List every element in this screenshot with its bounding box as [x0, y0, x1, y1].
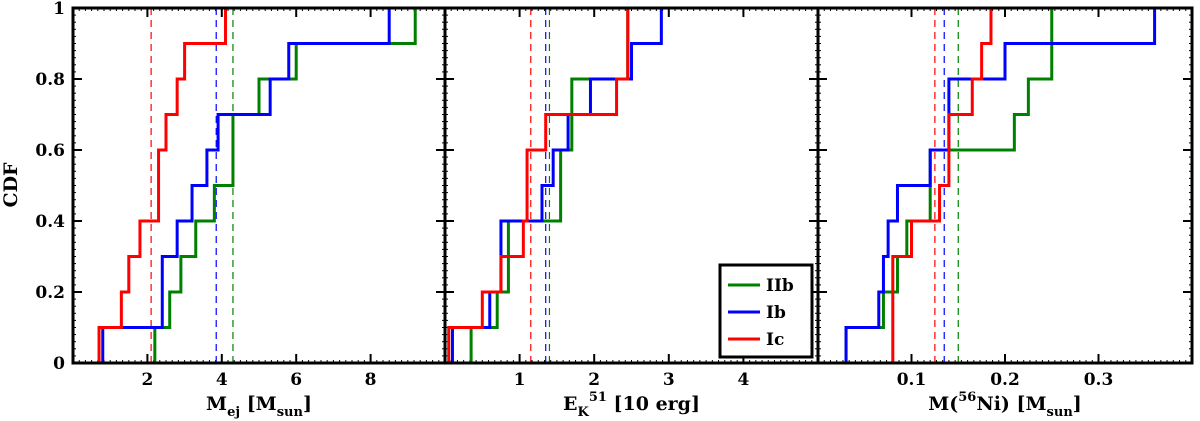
legend-label-ib: Ib [766, 303, 786, 323]
panel-nickel-mass: 0.1 0.2 0.3M(56Ni) [Msun] [816, 6, 1194, 420]
cdf-step-ib [101, 8, 391, 363]
y-axis-label: CDF [0, 162, 22, 208]
legend-label-iib: IIb [766, 276, 794, 296]
x-tick-label: 8 [365, 370, 377, 390]
panel-ejecta-mass: 2 4 6 8 0 0.2 0.4 0.6 0.8 1 Mej [Msun] [35, 0, 447, 420]
x-axis-label: M(56Ni) [Msun] [928, 390, 1082, 420]
x-tick-label: 4 [216, 370, 228, 390]
cdf-step-ib [450, 8, 663, 363]
y-tick-label: 0.2 [35, 283, 65, 303]
cdf-step-iib [153, 8, 417, 363]
x-tick-label: 0.3 [1084, 370, 1114, 390]
cdf-step-ib [844, 8, 1157, 363]
y-tick-label: 0.4 [35, 212, 65, 232]
x-tick-label: 3 [663, 370, 675, 390]
x-tick-label: 0.1 [897, 370, 927, 390]
x-tick-label: 2 [141, 370, 153, 390]
x-tick-label: 4 [737, 370, 749, 390]
x-tick-label: 2 [588, 370, 600, 390]
cdf-step-ic [447, 8, 630, 363]
x-axis-label: Mej [Msun] [206, 393, 312, 420]
x-tick-label: 0.2 [990, 370, 1020, 390]
x-tick-label: 1 [514, 370, 526, 390]
cdf-step-ic [97, 8, 228, 363]
legend-label-ic: Ic [766, 330, 784, 350]
y-tick-label: 1 [53, 0, 65, 19]
y-tick-label: 0.8 [35, 70, 65, 90]
y-tick-label: 0 [53, 354, 65, 374]
plot-frame [816, 6, 1194, 365]
x-tick-label: 6 [290, 370, 302, 390]
cdf-step-ic [891, 8, 993, 363]
plot-frame [71, 6, 447, 365]
panel-kinetic-energy: 1 2 3 4 EK51 [10 erg] IIb Ib Ic [443, 6, 820, 420]
x-axis-label: EK51 [10 erg] [563, 390, 700, 420]
y-tick-label: 0.6 [35, 141, 65, 161]
